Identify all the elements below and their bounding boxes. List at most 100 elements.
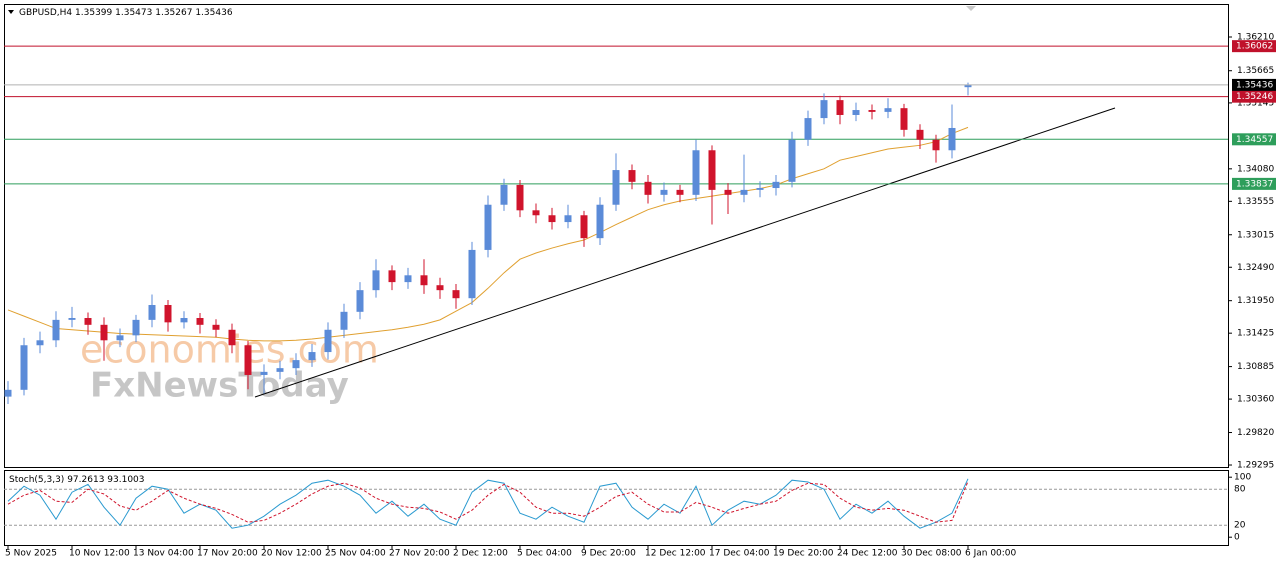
y-tick-label: 1.35145 bbox=[1237, 98, 1274, 108]
candle-body bbox=[868, 110, 876, 112]
y-tick-label: 1.33555 bbox=[1237, 197, 1274, 207]
candle-body bbox=[100, 324, 108, 341]
x-tick-label: 24 Dec 12:00 bbox=[837, 549, 898, 559]
moving-average bbox=[7, 126, 969, 342]
x-tick-label: 9 Dec 20:00 bbox=[581, 549, 636, 559]
candle-body bbox=[820, 100, 828, 119]
candle-body bbox=[660, 189, 668, 195]
candle-body bbox=[244, 345, 252, 375]
symbol: GBPUSD,H4 bbox=[19, 8, 72, 18]
candle-body bbox=[644, 181, 652, 195]
x-tick-label: 27 Nov 20:00 bbox=[389, 549, 450, 559]
candle-body bbox=[884, 108, 892, 112]
current-price-label: 1.35436 bbox=[1236, 80, 1273, 90]
candle-body bbox=[228, 329, 236, 346]
y-tick-label: 1.36210 bbox=[1237, 32, 1274, 42]
y-tick-label: 1.30360 bbox=[1237, 395, 1274, 405]
candle-body bbox=[452, 290, 460, 299]
candle-body bbox=[292, 360, 300, 369]
candle-body bbox=[324, 329, 332, 353]
header-open: 1.35399 bbox=[75, 8, 112, 18]
stoch-header: Stoch(5,3,3) 97.2613 93.1003 bbox=[9, 475, 145, 485]
x-tick-label: 17 Nov 20:00 bbox=[197, 549, 258, 559]
x-tick-label: 10 Nov 12:00 bbox=[69, 549, 130, 559]
candle-body bbox=[756, 188, 764, 190]
candle-body bbox=[740, 189, 748, 195]
x-tick-label: 5 Dec 04:00 bbox=[517, 549, 572, 559]
candle-body bbox=[180, 318, 188, 323]
y-tick-label: 1.29295 bbox=[1237, 461, 1274, 471]
candle-body bbox=[52, 319, 60, 341]
stoch-name: Stoch(5,3,3) bbox=[9, 475, 64, 485]
candle-body bbox=[692, 150, 700, 195]
level-label-box bbox=[1232, 90, 1276, 103]
x-tick-label: 17 Dec 04:00 bbox=[709, 549, 770, 559]
candle-body bbox=[900, 108, 908, 130]
candle-body bbox=[276, 368, 284, 372]
candle-body bbox=[468, 249, 476, 299]
candle-body bbox=[628, 170, 636, 182]
candle-body bbox=[964, 84, 972, 88]
candle-body bbox=[788, 139, 796, 182]
level-label-box bbox=[1232, 133, 1276, 146]
candle-body bbox=[116, 335, 124, 341]
x-tick-label: 20 Nov 12:00 bbox=[261, 549, 322, 559]
y-tick-label: 1.31950 bbox=[1237, 296, 1274, 306]
candle-body bbox=[564, 215, 572, 223]
candle-body bbox=[420, 275, 428, 286]
candle-body bbox=[948, 127, 956, 151]
candle-body bbox=[916, 129, 924, 140]
candle-body bbox=[388, 270, 396, 283]
candle-body bbox=[836, 100, 844, 115]
candle-body bbox=[212, 324, 220, 330]
main-pane bbox=[4, 4, 1229, 468]
candle-body bbox=[340, 311, 348, 330]
candle-body bbox=[20, 345, 28, 390]
level-label: 1.33837 bbox=[1236, 179, 1273, 189]
candle-body bbox=[404, 275, 412, 283]
menu-arrow[interactable] bbox=[8, 10, 14, 14]
candle-body bbox=[548, 215, 556, 223]
x-tick-label: 12 Dec 12:00 bbox=[645, 549, 706, 559]
header-low: 1.35267 bbox=[155, 8, 192, 18]
candle-body bbox=[196, 318, 204, 325]
stoch-main: 97.2613 bbox=[67, 475, 104, 485]
candle-body bbox=[164, 305, 172, 323]
x-tick-label: 5 Nov 2025 bbox=[5, 549, 57, 559]
candle-body bbox=[772, 181, 780, 189]
candle-body bbox=[356, 290, 364, 312]
level-label: 1.36062 bbox=[1236, 42, 1273, 52]
candle-body bbox=[68, 318, 76, 320]
x-tick-label: 6 Jan 00:00 bbox=[965, 549, 1017, 559]
chart-header: GBPUSD,H4 1.35399 1.35473 1.35267 1.3543… bbox=[19, 8, 233, 18]
candle-body bbox=[596, 204, 604, 239]
candle-body bbox=[372, 270, 380, 291]
y-tick-label: 1.31425 bbox=[1237, 329, 1274, 339]
stoch-tick-label: 0 bbox=[1234, 533, 1240, 543]
candle-body bbox=[36, 340, 44, 346]
trend-line bbox=[254, 107, 1116, 398]
candle-body bbox=[436, 285, 444, 291]
shift-marker bbox=[966, 6, 976, 11]
y-tick-label: 1.32490 bbox=[1237, 263, 1274, 273]
stoch-tick-label: 20 bbox=[1234, 521, 1246, 531]
stoch-tick-label: 80 bbox=[1234, 485, 1246, 495]
y-tick-label: 1.30885 bbox=[1237, 362, 1274, 372]
candle-body bbox=[500, 184, 508, 205]
candle-body bbox=[852, 110, 860, 115]
candle-body bbox=[804, 118, 812, 140]
candle-body bbox=[612, 170, 620, 205]
candle-body bbox=[484, 204, 492, 250]
candle-body bbox=[148, 305, 156, 320]
stoch-line bbox=[7, 481, 969, 523]
candle-body bbox=[932, 139, 940, 151]
candle-body bbox=[676, 189, 684, 195]
y-tick-label: 1.33015 bbox=[1237, 230, 1274, 240]
watermark: FxNewsToday bbox=[90, 366, 349, 406]
stoch-pane bbox=[4, 470, 1229, 546]
candle-body bbox=[132, 319, 140, 336]
stoch-signal: 93.1003 bbox=[107, 475, 144, 485]
level-label-box bbox=[1232, 40, 1276, 53]
candle-body bbox=[580, 215, 588, 239]
